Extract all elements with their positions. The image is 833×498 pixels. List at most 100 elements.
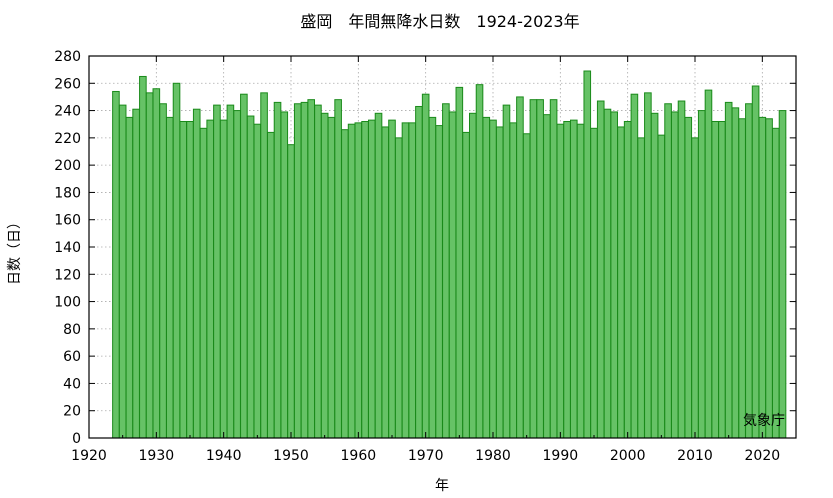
bar-1941 — [226, 104, 235, 439]
bar-1927 — [132, 108, 140, 439]
y-tick-label: 220 — [54, 131, 81, 147]
bar-1942 — [233, 110, 241, 439]
y-tick-labels: 0 20 40 60 80 100 120 140 160 180 200 220 240 260 280 — [54, 49, 81, 447]
bar-1954 — [314, 104, 322, 439]
bar-1958 — [341, 129, 349, 439]
bar-1973 — [442, 103, 450, 439]
y-tick-label: 20 — [63, 404, 81, 420]
bar-1957 — [334, 99, 342, 439]
bar-1996 — [596, 100, 605, 439]
bar-1944 — [246, 115, 255, 439]
bar-1959 — [347, 123, 356, 439]
bar-2016 — [731, 107, 740, 439]
bar-1926 — [125, 116, 134, 439]
bar-2008 — [677, 100, 686, 439]
bar-1960 — [354, 122, 363, 439]
x-tick-label: 1970 — [408, 448, 444, 464]
bar-1933 — [172, 82, 181, 439]
bar-2009 — [684, 116, 693, 439]
bar-1939 — [213, 104, 221, 439]
bar-1950 — [287, 144, 295, 439]
bar-1974 — [448, 111, 457, 439]
bar-1985 — [522, 133, 531, 439]
bar-1934 — [179, 120, 188, 439]
y-tick-label: 100 — [54, 295, 81, 311]
bar-1962 — [368, 119, 376, 439]
bar-1953 — [307, 99, 315, 439]
bar-2001 — [630, 93, 639, 439]
bar-1995 — [590, 127, 598, 439]
bar-1999 — [617, 126, 625, 439]
bar-1969 — [415, 105, 423, 439]
bar-1971 — [428, 116, 437, 439]
y-tick-label: 240 — [54, 104, 81, 120]
bar-1952 — [300, 101, 309, 439]
bar-2010 — [691, 137, 699, 439]
bar-2021 — [765, 118, 773, 439]
bar-1924 — [112, 90, 120, 439]
x-tick-label: 2000 — [610, 448, 646, 464]
bar-2007 — [671, 111, 679, 439]
y-tick-label: 120 — [54, 267, 81, 283]
bar-2015 — [724, 101, 733, 439]
x-tick-label: 1920 — [71, 448, 107, 464]
x-axis-title: 年 — [435, 478, 449, 494]
bar-1940 — [219, 119, 228, 439]
chart-title: 盛岡 年間無降水日数 1924-2023年 — [300, 12, 579, 31]
bar-1943 — [240, 93, 248, 439]
bar-1980 — [489, 119, 497, 439]
bar-1925 — [118, 104, 127, 439]
bar-1972 — [435, 125, 443, 439]
x-tick-label: 1940 — [206, 448, 242, 464]
bar-1997 — [603, 108, 612, 439]
bar-2003 — [644, 92, 652, 439]
bar-1956 — [327, 116, 336, 439]
bar-1977 — [469, 112, 477, 439]
bar-1946 — [260, 92, 268, 439]
bar-1998 — [610, 111, 619, 439]
bar-1945 — [253, 123, 262, 439]
x-tick-label: 1990 — [543, 448, 579, 464]
bar-1991 — [563, 120, 571, 439]
y-tick-label: 280 — [54, 49, 81, 65]
bar-1993 — [576, 123, 585, 439]
bar-1978 — [475, 84, 484, 439]
bar-1937 — [199, 127, 208, 439]
x-tick-label: 1950 — [273, 448, 309, 464]
bar-1928 — [139, 75, 147, 439]
bar-2023 — [778, 110, 787, 439]
bar-1968 — [408, 122, 416, 439]
bar-1986 — [529, 99, 538, 439]
bar-1947 — [267, 131, 275, 439]
y-tick-label: 40 — [63, 376, 81, 392]
credit-label: 気象庁 — [743, 413, 785, 429]
bar-2017 — [738, 118, 746, 439]
y-tick-label: 80 — [63, 322, 81, 338]
bar-2005 — [657, 134, 666, 439]
bar-1988 — [543, 114, 551, 439]
bar-1955 — [320, 112, 329, 439]
bar-2013 — [711, 120, 720, 439]
bar-1979 — [482, 116, 491, 439]
bar-2004 — [650, 112, 659, 439]
bar-1970 — [421, 93, 430, 439]
y-tick-label: 200 — [54, 158, 81, 174]
bar-1930 — [152, 88, 161, 439]
bar-2022 — [772, 127, 780, 439]
y-tick-label: 160 — [54, 213, 81, 229]
y-tick-label: 0 — [72, 431, 81, 447]
bar-1964 — [381, 126, 390, 439]
bars — [112, 70, 787, 439]
bar-2012 — [704, 89, 713, 439]
bar-1963 — [374, 112, 383, 439]
bar-2018 — [745, 103, 753, 439]
bar-2014 — [718, 120, 726, 439]
bar-2006 — [664, 103, 672, 439]
bar-1965 — [388, 119, 396, 439]
x-tick-labels: 1920 1930 1940 1950 1960 1970 1980 1990 2000 2010… — [71, 448, 780, 464]
bar-1976 — [462, 131, 470, 439]
bar-2019 — [751, 85, 760, 439]
bar-1929 — [145, 92, 154, 439]
y-tick-label: 260 — [54, 76, 81, 92]
y-axis-title: 日数（日） — [7, 215, 23, 285]
